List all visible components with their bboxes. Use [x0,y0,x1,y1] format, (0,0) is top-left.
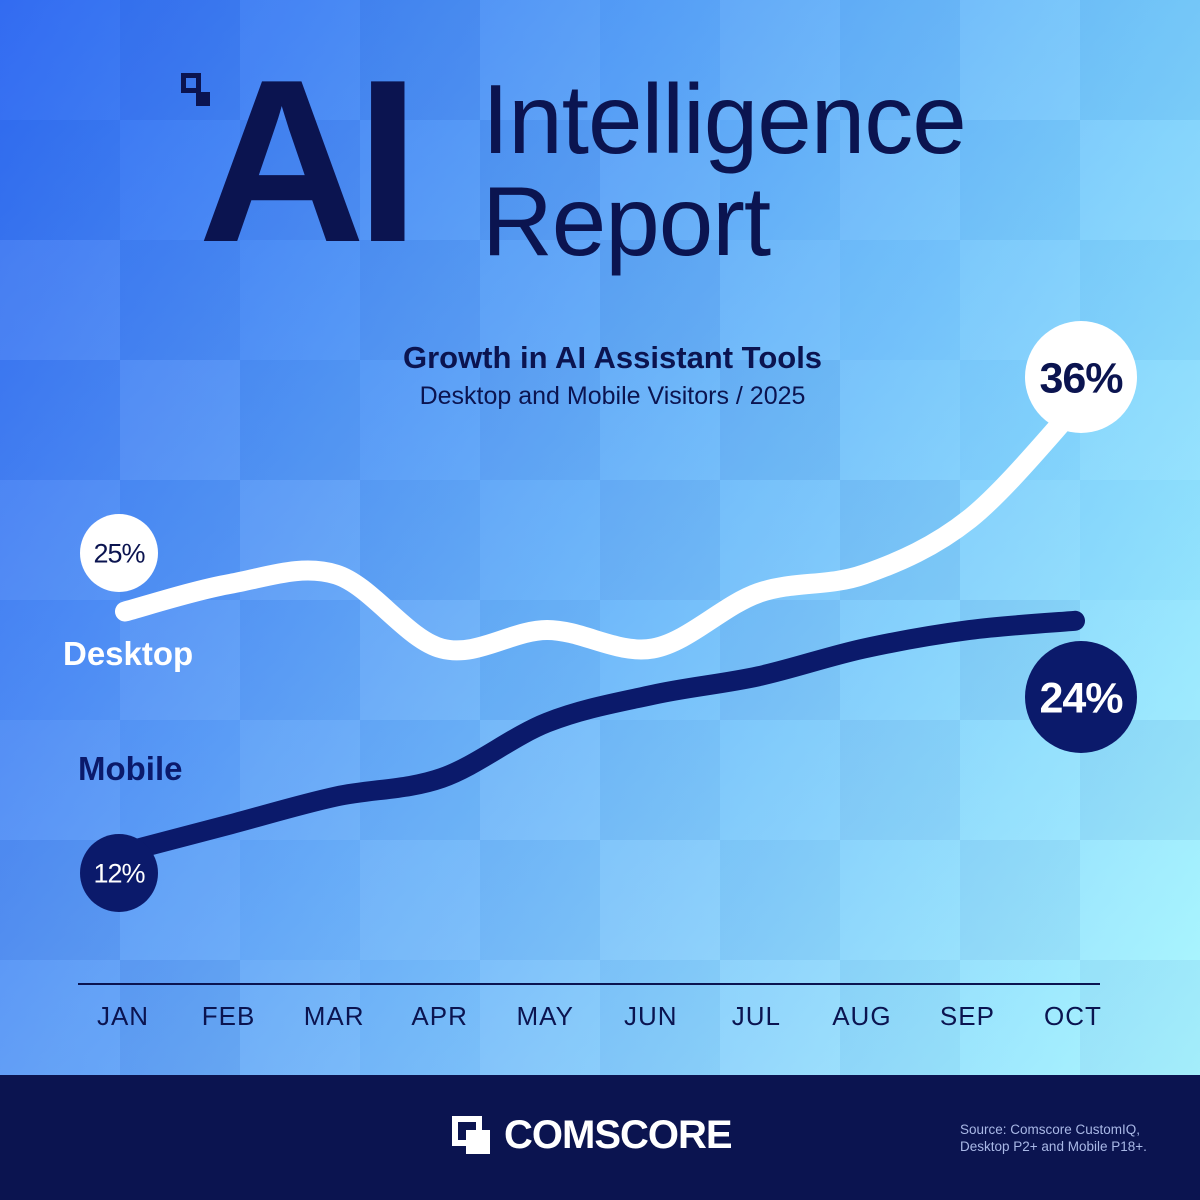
series-line-desktop [115,398,1085,661]
desktop-end-label: 36% [1039,354,1123,402]
ai-logo-square-icon [181,73,201,93]
source-line-1: Source: Comscore CustomIQ, [960,1122,1141,1137]
background-gradient [0,0,1200,1075]
chart-title: Growth in AI Assistant Tools [402,340,823,375]
legend-mobile: Mobile [78,750,183,787]
footer-bar: COMSCORE Source: Comscore CustomIQ, Desk… [0,1075,1200,1200]
mobile-end-label: 24% [1039,674,1123,722]
x-tick-label-jan: JAN [97,1001,149,1031]
legend-desktop: Desktop [63,635,193,672]
x-tick-label-apr: APR [411,1001,467,1031]
series-line-mobile [115,610,1085,862]
brand-name: COMSCORE [504,1112,733,1157]
x-tick-label-jun: JUN [624,1001,678,1031]
title-intelligence: Intelligence [482,64,967,174]
mobile-start-label: 12% [93,859,145,889]
line-chart: JAN FEB MAR APR MAY JUN JUL AUG SEP OCT 25% 36% 12% 2… [63,321,1137,1031]
x-tick-label-may: MAY [517,1001,574,1031]
comscore-brand: COMSCORE [452,1109,733,1161]
background-cell-grid [0,0,1200,1080]
source-note: Source: Comscore CustomIQ, Desktop P2+ a… [960,1121,1147,1155]
x-tick-label-mar: MAR [304,1001,365,1031]
title-ai: AI [198,32,420,291]
x-tick-label-oct: OCT [1044,1001,1102,1031]
report-title: AI Intelligence Report [0,0,1200,300]
desktop-end-label-bubble [1025,321,1137,433]
desktop-start-label-bubble [80,514,158,592]
ai-logo-dot-icon [196,92,210,106]
x-tick-label-aug: AUG [832,1001,891,1031]
x-tick-label-jul: JUL [732,1001,781,1031]
chart-subtitle: Desktop and Mobile Visitors / 2025 [419,382,806,410]
source-line-2: Desktop P2+ and Mobile P18+. [960,1139,1147,1154]
mobile-end-label-bubble [1025,641,1137,753]
x-tick-label-sep: SEP [940,1001,995,1031]
x-tick-label-feb: FEB [202,1001,256,1031]
mobile-start-label-bubble [80,834,158,912]
comscore-logo-icon [452,1116,490,1154]
desktop-start-label: 25% [93,539,145,569]
title-report: Report [482,166,771,276]
